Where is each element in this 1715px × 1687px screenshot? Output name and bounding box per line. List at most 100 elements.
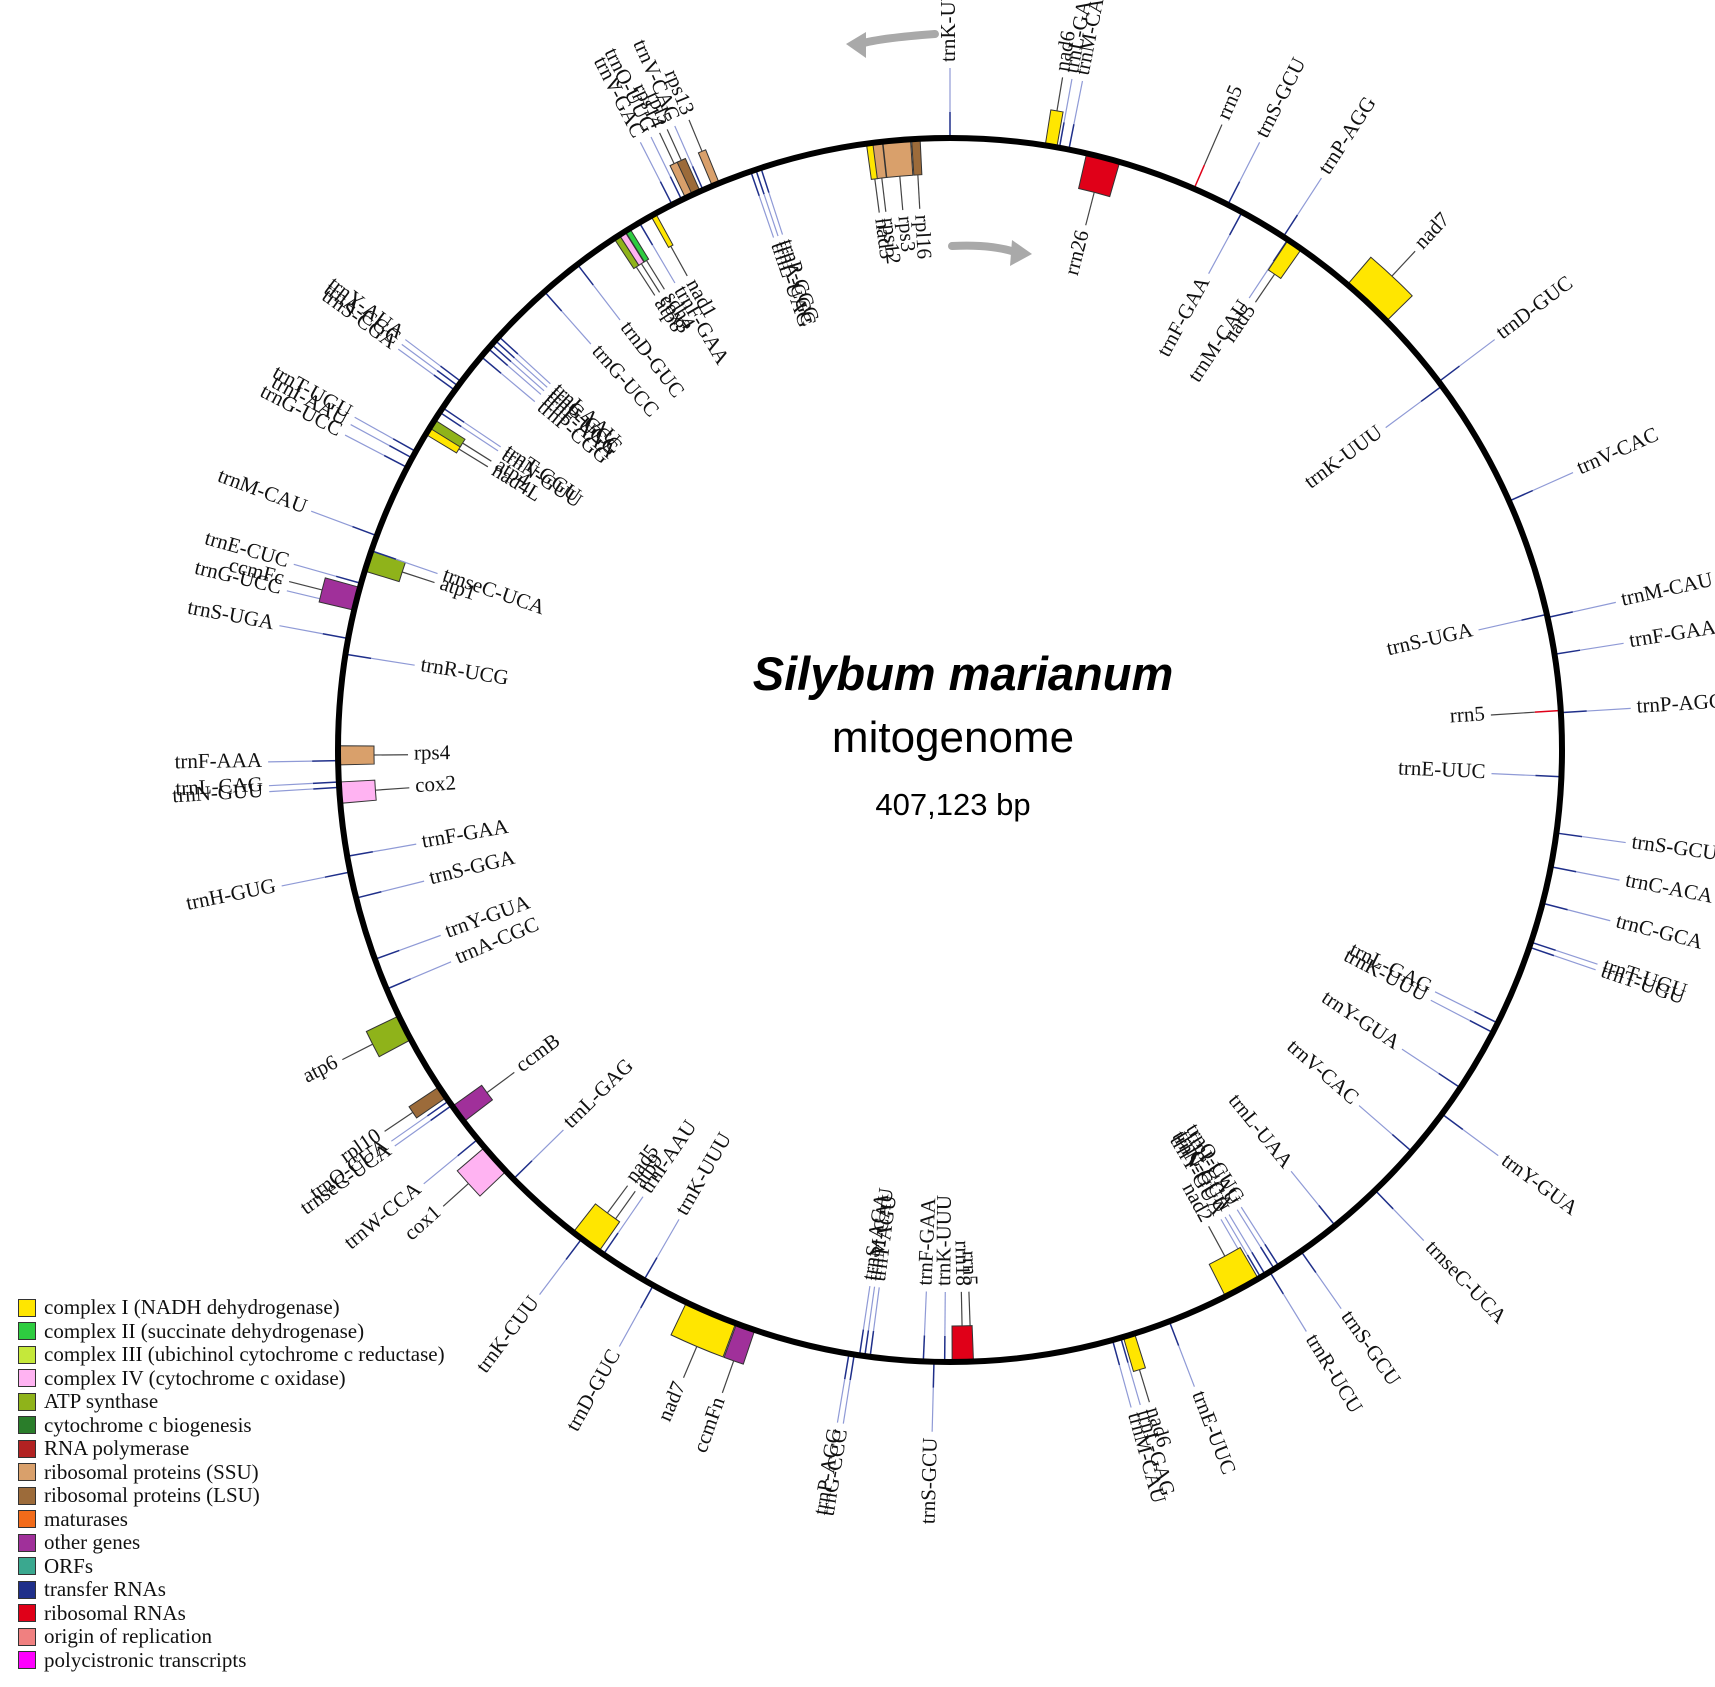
legend-swatch bbox=[18, 1580, 36, 1599]
genome-ring bbox=[335, 135, 1565, 1365]
gene-label: trnY-GUA bbox=[1318, 985, 1406, 1054]
gene-trnS-GCU: trnS-GCU bbox=[1300, 1250, 1406, 1390]
gene-tick bbox=[1120, 1337, 1129, 1363]
legend: complex I (NADH dehydrogenase) complex II… bbox=[18, 1295, 578, 1672]
gene-label: rps4 bbox=[414, 740, 451, 764]
gene-leader bbox=[666, 129, 682, 161]
gene-tick bbox=[355, 891, 382, 899]
gene-leader bbox=[650, 136, 671, 177]
gene-tick bbox=[1282, 214, 1299, 238]
gene-leader bbox=[375, 787, 410, 791]
gene-tick bbox=[491, 343, 512, 363]
strand-arrow-left-head-icon bbox=[846, 32, 866, 58]
gene-trnV-CAC: trnV-CAC bbox=[1508, 422, 1662, 502]
gene-leader bbox=[1553, 955, 1596, 971]
gene-label: trnK-UUU bbox=[931, 1195, 956, 1286]
gene-leader bbox=[390, 1115, 428, 1142]
gene-tick bbox=[374, 949, 400, 961]
legend-label: ribosomal proteins (LSU) bbox=[44, 1483, 260, 1508]
gene-trnS-GCU: trnS-GCU bbox=[916, 1361, 942, 1524]
gene-leader bbox=[517, 353, 551, 385]
gene-label: trnS-GCU bbox=[916, 1437, 942, 1524]
gene-trnP-AGG: trnP-AGG bbox=[1560, 688, 1715, 718]
gene-tick bbox=[669, 176, 683, 201]
gene-trnS-UGA: trnS-UGA bbox=[1384, 613, 1547, 660]
gene-leader bbox=[1138, 1369, 1150, 1403]
gene-leader bbox=[1430, 999, 1471, 1022]
gene-leader bbox=[917, 174, 921, 209]
gene-leader bbox=[1392, 1208, 1425, 1242]
gene-label: trnM-CAU bbox=[1619, 567, 1715, 611]
gene-trnY-GUA: trnY-GUA bbox=[1441, 1113, 1583, 1220]
gene-label: trnR-UCG bbox=[419, 652, 510, 690]
gene-tick bbox=[322, 632, 349, 640]
gene-leader bbox=[960, 1291, 963, 1326]
gene-tick bbox=[1374, 1189, 1394, 1210]
gene-tick bbox=[1560, 710, 1587, 714]
gene-tick bbox=[324, 871, 351, 878]
gene-tick bbox=[691, 165, 704, 191]
gene-block bbox=[882, 140, 914, 179]
gene-tick bbox=[457, 1138, 479, 1157]
gene-leader bbox=[1063, 78, 1073, 123]
legend-item: ribosomal proteins (SSU) bbox=[18, 1459, 578, 1485]
gene-leader bbox=[310, 510, 353, 528]
gene-leader bbox=[836, 1379, 846, 1423]
gene-label: trnK-UUU bbox=[936, 0, 960, 62]
gene-leader bbox=[867, 1286, 876, 1331]
legend-label: maturases bbox=[44, 1506, 128, 1531]
gene-tick bbox=[1438, 1072, 1461, 1089]
gene-label: cox2 bbox=[414, 770, 456, 797]
gene-trnK-UUU: trnK-UUU bbox=[1299, 385, 1443, 493]
legend-item: complex I (NADH dehydrogenase) bbox=[18, 1295, 578, 1320]
gene-tick bbox=[312, 781, 339, 785]
gene-trnK-UUU: trnK-UUU bbox=[936, 0, 960, 138]
gene-label: trnC-GCA bbox=[1614, 909, 1707, 955]
gene-leader bbox=[395, 558, 438, 575]
gene-label: trnK-UUU bbox=[1299, 420, 1386, 493]
gene-tick bbox=[1259, 1246, 1275, 1270]
gene-trnL-CAG: trnL-CAG bbox=[175, 772, 339, 800]
legend-item: RNA polymerase bbox=[18, 1436, 578, 1461]
gene-tick bbox=[512, 1160, 533, 1180]
gene-label: rrn18 bbox=[950, 1240, 975, 1286]
gene-tick bbox=[1318, 1204, 1336, 1227]
gene-trnP-AGG: trnP-AGG bbox=[808, 1353, 850, 1516]
gene-leader bbox=[1586, 707, 1631, 712]
legend-swatch bbox=[18, 1369, 36, 1388]
gene-tick bbox=[760, 167, 770, 193]
gene-block bbox=[1348, 256, 1413, 321]
gene-label: trnC-ACA bbox=[1623, 867, 1715, 908]
gene-block bbox=[456, 1148, 506, 1197]
gene-tick bbox=[1441, 1113, 1464, 1131]
gene-leader bbox=[645, 260, 665, 290]
gene-trnL-GAG: trnL-GAG bbox=[512, 1053, 638, 1180]
gene-trnS-GCU: trnS-GCU bbox=[1556, 829, 1715, 865]
gene-rrn26: rrn26 bbox=[1059, 154, 1120, 278]
gene-label: trnP-AGG bbox=[1636, 688, 1715, 717]
gene-label: rrn26 bbox=[1059, 228, 1094, 278]
gene-leader bbox=[1462, 1129, 1499, 1157]
gene-tick bbox=[430, 1104, 453, 1122]
legend-swatch bbox=[18, 1416, 36, 1435]
gene-leader bbox=[462, 442, 492, 462]
gene-rrn18: rrn18 bbox=[950, 1240, 975, 1361]
gene-trnP-AGG: trnP-AGG bbox=[1282, 92, 1381, 238]
legend-label: ribosomal proteins (SSU) bbox=[44, 1459, 259, 1484]
gene-tick bbox=[659, 181, 673, 206]
gene-leader bbox=[510, 361, 545, 392]
gene-block bbox=[339, 745, 375, 766]
gene-label: trnN-GUU bbox=[172, 778, 264, 808]
gene-leader bbox=[592, 284, 621, 321]
gene-leader bbox=[615, 1190, 636, 1220]
gene-leader bbox=[1532, 472, 1574, 492]
gene-tick bbox=[543, 291, 563, 312]
gene-cox2: cox2 bbox=[340, 770, 457, 804]
legend-swatch bbox=[18, 1557, 36, 1576]
gene-tick bbox=[352, 525, 378, 537]
gene-tick bbox=[1272, 239, 1289, 262]
gene-tick bbox=[480, 356, 502, 374]
legend-item: other genes bbox=[18, 1530, 578, 1555]
legend-swatch bbox=[18, 1392, 36, 1411]
